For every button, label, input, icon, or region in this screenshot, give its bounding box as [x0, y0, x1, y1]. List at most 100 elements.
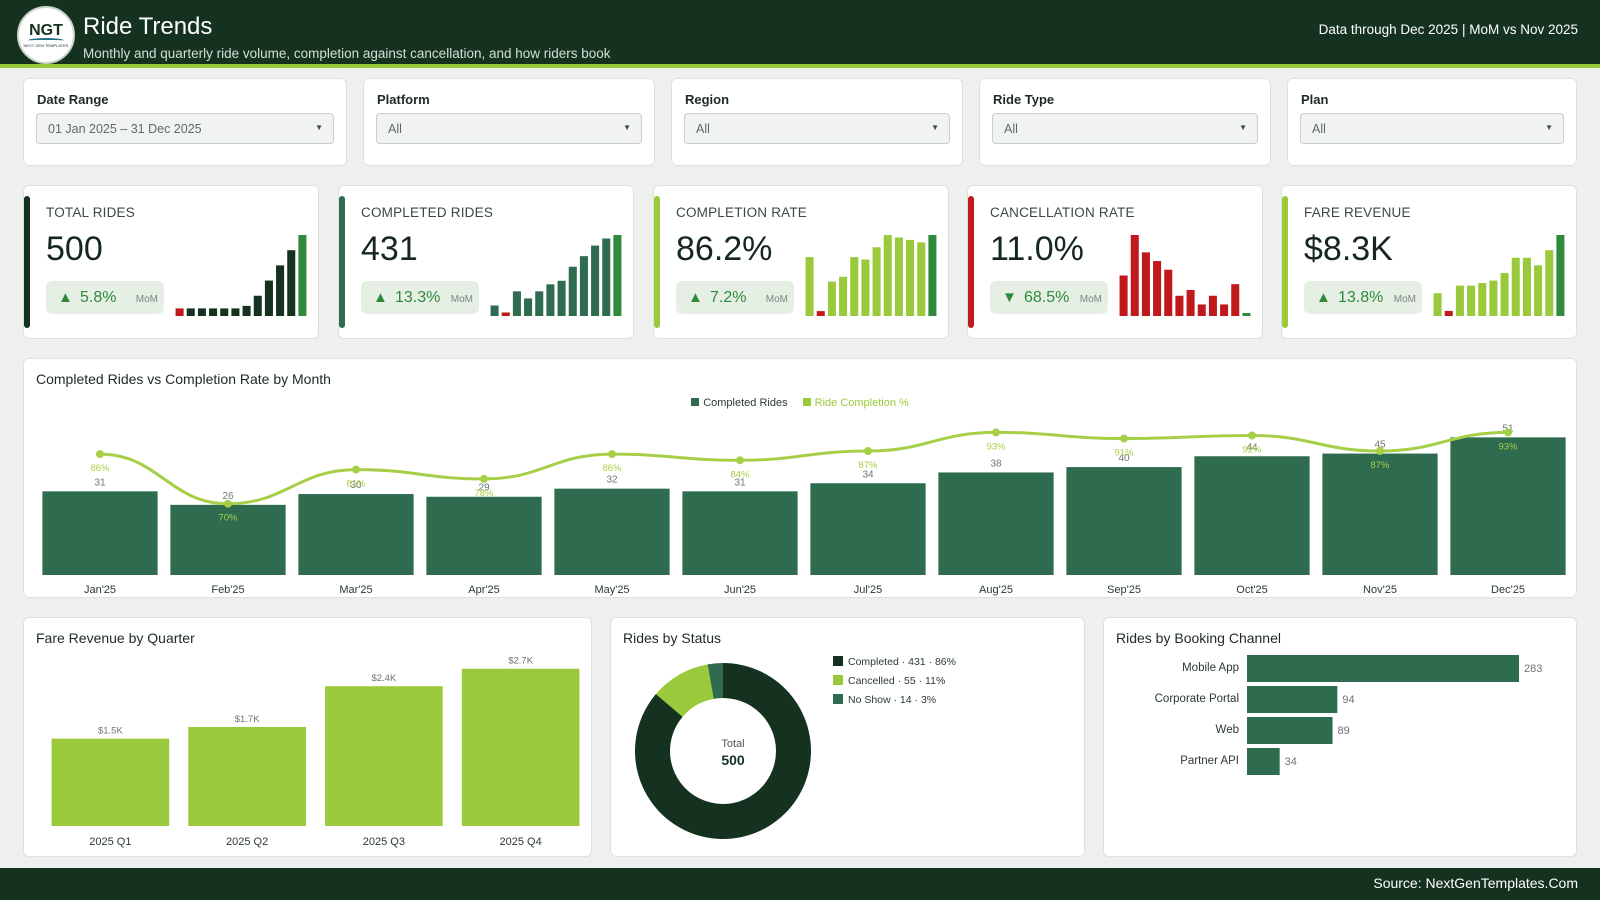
- spark-bar: [264, 280, 273, 316]
- completion-rate-point: [96, 450, 104, 459]
- page-title: Ride Trends: [83, 13, 213, 40]
- x-tick-label: 2025 Q1: [89, 836, 131, 848]
- spark-bar: [231, 308, 240, 316]
- monthly-combo-chart: 31 Jan'25 26 Feb'25 30 Mar'25 29 Apr'25 32 May'25…: [42, 423, 1566, 596]
- date-range-select[interactable]: 01 Jan 2025 – 31 Dec 2025 ▼: [36, 113, 334, 144]
- chevron-down-icon: ▼: [931, 123, 939, 132]
- spark-bar: [1489, 280, 1498, 316]
- chevron-down-icon: ▼: [1239, 123, 1247, 132]
- filter-label: Plan: [1301, 92, 1329, 107]
- legend-label: Completed Rides: [703, 397, 788, 409]
- bar-value-label: $1.5K: [98, 726, 123, 737]
- x-tick-label: Dec'25: [1491, 584, 1525, 596]
- spark-bar: [1186, 289, 1195, 316]
- bar-booking-channel: [1247, 686, 1338, 713]
- spark-bar: [253, 295, 262, 316]
- logo-subtext: NEXT GEN TEMPLATES: [23, 43, 69, 48]
- spark-bar: [1534, 265, 1543, 316]
- rate-value-label: 70%: [218, 513, 238, 524]
- kpi-mom-label: MoM: [1393, 294, 1416, 305]
- bar-completed-rides: [938, 472, 1054, 575]
- completion-rate-line: [99, 430, 1509, 506]
- kpi-accent-bar: [24, 196, 30, 328]
- filter-platform: Platform All ▼: [363, 78, 655, 166]
- kpi-accent-bar: [968, 196, 974, 328]
- rate-value-label: 87%: [858, 460, 878, 471]
- spark-bar: [1556, 235, 1565, 316]
- filter-date-range: Date Range 01 Jan 2025 – 31 Dec 2025 ▼: [23, 78, 347, 166]
- spark-bar: [1455, 285, 1464, 316]
- chevron-down-icon: ▼: [623, 123, 631, 132]
- panel-title: Completed Rides vs Completion Rate by Mo…: [36, 371, 331, 387]
- chevron-down-icon: ▼: [1545, 123, 1553, 132]
- kpi-value: 11.0%: [990, 230, 1084, 268]
- y-tick-label: Mobile App: [1182, 662, 1239, 674]
- spark-bar: [1478, 283, 1487, 316]
- bar-fare-revenue: [188, 726, 306, 826]
- header-bar: NGT NEXT GEN TEMPLATES Ride Trends Month…: [0, 0, 1600, 68]
- legend-label: Cancelled · 55 · 11%: [848, 675, 945, 687]
- platform-select[interactable]: All ▼: [376, 113, 642, 144]
- legend-item-completion: Ride Completion %: [802, 397, 909, 409]
- legend-swatch: [833, 656, 843, 666]
- plan-select[interactable]: All ▼: [1300, 113, 1564, 144]
- spark-bar: [579, 256, 588, 316]
- bar-completed-rides: [554, 488, 670, 575]
- completion-rate-point: [224, 499, 232, 508]
- bar-value-label: $2.4K: [371, 673, 396, 684]
- spark-bar: [1164, 269, 1173, 316]
- completion-rate-point: [864, 447, 872, 455]
- kpi-sparkline: [1119, 235, 1251, 316]
- bar-value-label: 26: [222, 491, 234, 502]
- rate-value-label: 92%: [1242, 445, 1262, 456]
- kpi-delta: 7.2%: [710, 289, 747, 306]
- kpi-delta: 13.8%: [1338, 289, 1384, 306]
- spark-bar: [850, 257, 859, 316]
- panel-title: Fare Revenue by Quarter: [36, 630, 195, 646]
- filter-value: All: [1312, 122, 1326, 136]
- spark-bar: [1231, 284, 1240, 316]
- bar-value-label: 38: [990, 458, 1002, 469]
- y-tick-label: Partner API: [1180, 755, 1239, 767]
- rate-value-label: 93%: [1498, 441, 1518, 452]
- spark-bar: [1153, 261, 1162, 316]
- x-tick-label: Sep'25: [1107, 584, 1141, 596]
- spark-bar: [1220, 304, 1229, 316]
- bar-fare-revenue: [51, 738, 170, 826]
- kpi-card-fare-revenue: FARE REVENUE $8.3K ▲ 13.8% MoM: [1281, 185, 1577, 339]
- kpi-card-cancellation-rate: CANCELLATION RATE 11.0% ▼ 68.5% MoM: [967, 185, 1263, 339]
- kpi-value: 431: [361, 230, 418, 268]
- spark-bar: [186, 308, 195, 316]
- chart-legend: Completed Rides Ride Completion %: [24, 397, 1576, 409]
- kpi-label: TOTAL RIDES: [46, 205, 135, 220]
- chevron-down-icon: ▼: [315, 123, 323, 132]
- donut-center-value: 500: [721, 752, 745, 768]
- brand-logo: NGT NEXT GEN TEMPLATES: [17, 6, 75, 64]
- bar-value-label: 283: [1524, 663, 1542, 675]
- panel-title: Rides by Booking Channel: [1116, 630, 1281, 646]
- filter-value: 01 Jan 2025 – 31 Dec 2025: [48, 122, 202, 136]
- data-through-label: Data through Dec 2025 | MoM vs Nov 2025: [1318, 22, 1578, 37]
- x-tick-label: Oct'25: [1236, 584, 1267, 596]
- panel-title: Rides by Status: [623, 630, 722, 646]
- bar-completed-rides: [1194, 456, 1310, 575]
- completion-rate-point: [1504, 428, 1512, 437]
- spark-bar: [613, 235, 622, 316]
- spark-bar: [1175, 295, 1184, 316]
- legend-label: Ride Completion %: [814, 397, 909, 409]
- spark-bar: [839, 276, 848, 316]
- region-select[interactable]: All ▼: [684, 113, 950, 144]
- donut-center-label: Total: [721, 738, 745, 750]
- bar-completed-rides: [1322, 453, 1438, 575]
- rate-value-label: 91%: [1114, 448, 1134, 459]
- bar-fare-revenue: [461, 668, 580, 826]
- bar-value-label: 31: [734, 477, 746, 488]
- triangle-up-icon: ▲: [58, 289, 73, 306]
- bar-value-label: $1.7K: [235, 714, 260, 725]
- bar-completed-rides: [42, 491, 158, 575]
- ride-type-select[interactable]: All ▼: [992, 113, 1258, 144]
- kpi-sparkline: [175, 235, 307, 316]
- spark-bar: [906, 239, 915, 316]
- completion-rate-point: [1376, 447, 1384, 455]
- kpi-delta-badge: ▲ 13.8% MoM: [1304, 281, 1422, 314]
